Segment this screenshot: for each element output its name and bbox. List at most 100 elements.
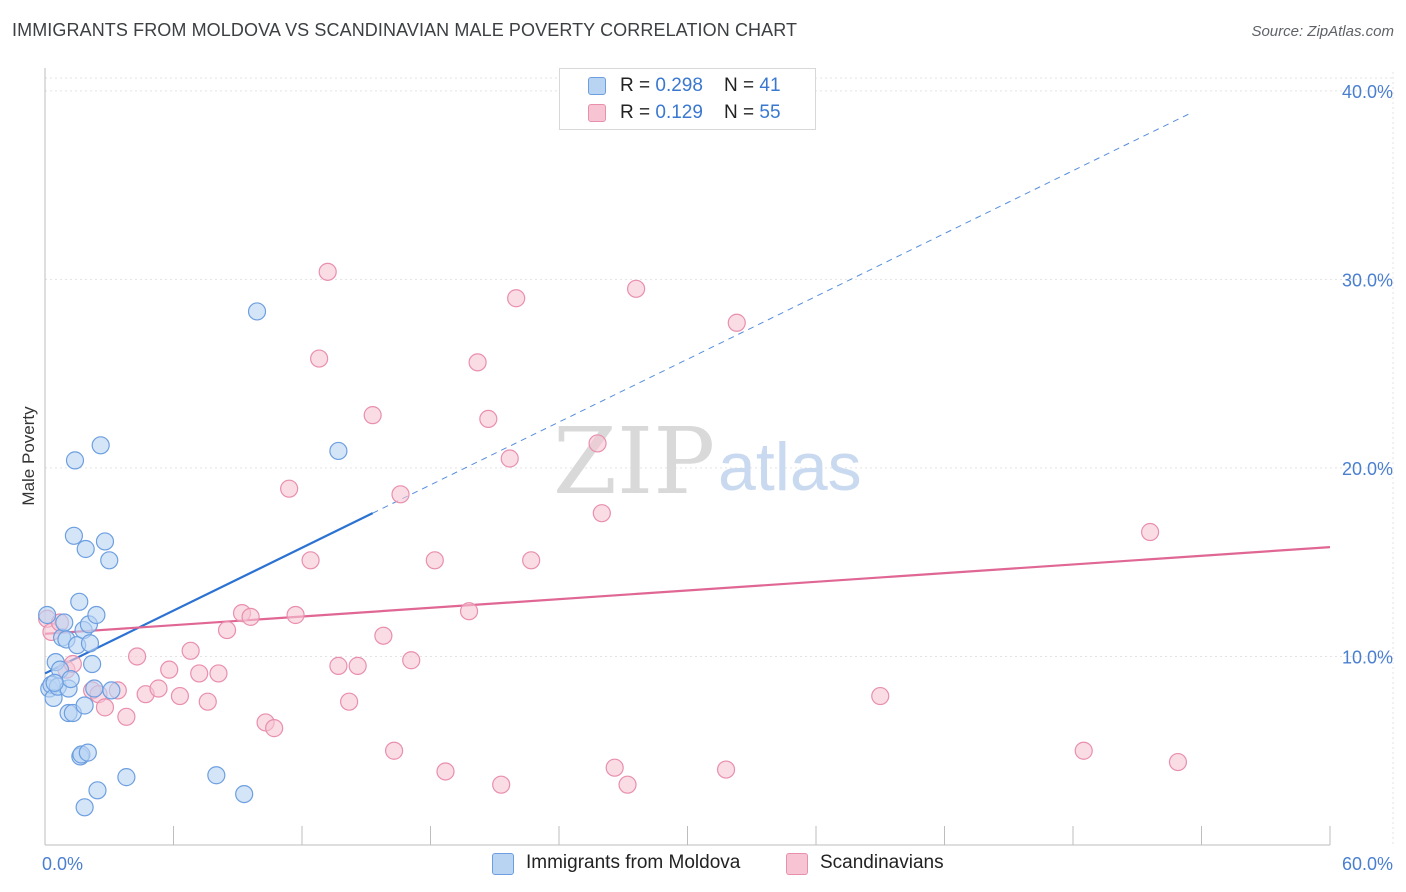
- point-moldova: [45, 673, 64, 692]
- point-moldova: [78, 743, 97, 762]
- point-moldova: [75, 798, 94, 817]
- point-scandinavians: [198, 692, 217, 711]
- bottom-legend-label-scandinavians: Scandinavians: [820, 852, 944, 873]
- y-tick-label: 40.0%: [1342, 82, 1393, 102]
- legend: R = 0.298 N = 41 R = 0.129 N = 55: [559, 68, 816, 130]
- point-scandinavians: [507, 289, 526, 308]
- point-scandinavians: [588, 434, 607, 453]
- point-moldova: [75, 696, 94, 715]
- legend-n-label: N =: [724, 75, 760, 96]
- point-moldova: [247, 302, 267, 321]
- point-scandinavians: [265, 719, 284, 738]
- point-moldova: [88, 781, 107, 800]
- point-moldova: [38, 605, 57, 625]
- point-moldova: [117, 768, 136, 787]
- point-scandinavians: [217, 620, 237, 640]
- point-moldova: [70, 592, 89, 611]
- point-scandinavians: [384, 741, 404, 760]
- x-tick-label-max: 60.0%: [1342, 854, 1393, 874]
- watermark-zip: ZIP: [553, 408, 715, 515]
- x-tick-label-min: 0.0%: [42, 854, 83, 874]
- point-moldova: [87, 605, 106, 625]
- point-scandinavians: [479, 409, 498, 429]
- legend-swatch-moldova: [588, 77, 606, 95]
- point-scandinavians: [348, 656, 367, 675]
- point-scandinavians: [522, 551, 541, 570]
- point-scandinavians: [149, 679, 168, 698]
- point-scandinavians: [209, 664, 228, 683]
- point-moldova: [100, 551, 119, 570]
- point-moldova: [85, 679, 104, 698]
- x-tick-labels: 0.0% 60.0%: [42, 854, 1393, 874]
- point-scandinavians: [363, 406, 382, 425]
- point-moldova: [65, 451, 85, 470]
- point-scandinavians: [170, 686, 190, 706]
- point-moldova: [80, 634, 100, 653]
- point-scandinavians: [425, 551, 444, 570]
- point-scandinavians: [605, 758, 624, 777]
- point-scandinavians: [618, 775, 637, 794]
- point-moldova: [329, 441, 348, 461]
- point-scandinavians: [716, 760, 736, 779]
- point-scandinavians: [436, 762, 455, 781]
- legend-r-label: R =: [620, 75, 656, 96]
- bottom-legend-swatch-scandinavians: [786, 853, 808, 875]
- point-scandinavians: [1140, 522, 1160, 542]
- legend-swatch-scandinavians: [588, 104, 606, 122]
- trendline-moldova-extension: [372, 113, 1189, 514]
- source-label: Source: ZipAtlas.com: [1251, 23, 1394, 40]
- watermark: ZIP atlas: [553, 408, 862, 515]
- point-scandinavians: [340, 692, 359, 711]
- point-scandinavians: [181, 641, 200, 660]
- point-scandinavians: [1168, 752, 1188, 772]
- watermark-atlas: atlas: [718, 429, 862, 505]
- point-scandinavians: [190, 664, 209, 683]
- point-scandinavians: [280, 479, 299, 498]
- point-scandinavians: [626, 279, 646, 298]
- point-scandinavians: [391, 485, 410, 504]
- legend-r-value: 0.298: [655, 75, 703, 96]
- point-scandinavians: [871, 686, 890, 706]
- point-scandinavians: [402, 651, 421, 670]
- point-moldova: [102, 681, 121, 700]
- point-scandinavians: [500, 449, 519, 468]
- y-tick-labels: 10.0% 20.0% 30.0% 40.0%: [1342, 82, 1393, 668]
- point-scandinavians: [286, 605, 305, 625]
- point-moldova: [64, 526, 84, 545]
- legend-stats-scandinavians: R = 0.129 N = 55: [620, 102, 781, 124]
- point-moldova: [55, 613, 74, 632]
- point-scandinavians: [1074, 741, 1093, 760]
- point-scandinavians: [160, 660, 179, 679]
- legend-n-value: 55: [759, 102, 781, 123]
- chart-title: IMMIGRANTS FROM MOLDOVA VS SCANDINAVIAN …: [12, 20, 798, 40]
- point-scandinavians: [318, 262, 337, 281]
- data-points: [38, 262, 1188, 817]
- legend-stats-moldova: R = 0.298 N = 41: [620, 75, 781, 97]
- point-scandinavians: [592, 504, 611, 523]
- point-moldova: [91, 436, 110, 455]
- bottom-legend-label-moldova: Immigrants from Moldova: [526, 852, 741, 873]
- point-scandinavians: [468, 353, 487, 372]
- point-scandinavians: [459, 602, 479, 621]
- point-moldova: [207, 766, 226, 785]
- y-axis-label: Male Poverty: [19, 406, 38, 506]
- y-tick-label: 10.0%: [1342, 647, 1393, 667]
- point-scandinavians: [241, 607, 260, 626]
- point-scandinavians: [310, 349, 329, 368]
- point-scandinavians: [492, 775, 511, 794]
- point-scandinavians: [329, 656, 348, 675]
- point-moldova: [83, 654, 102, 674]
- legend-r-label: R =: [620, 102, 656, 123]
- legend-r-value: 0.129: [655, 102, 703, 123]
- trendline-moldova: [44, 512, 374, 675]
- point-moldova: [95, 532, 115, 551]
- bottom-legend-swatch-moldova: [492, 853, 514, 875]
- point-scandinavians: [301, 551, 320, 570]
- grid-lines: [45, 72, 1394, 845]
- point-scandinavians: [374, 626, 393, 645]
- point-scandinavians: [727, 313, 746, 332]
- point-scandinavians: [117, 707, 136, 726]
- trendlines: [44, 113, 1331, 675]
- legend-n-value: 41: [759, 75, 781, 96]
